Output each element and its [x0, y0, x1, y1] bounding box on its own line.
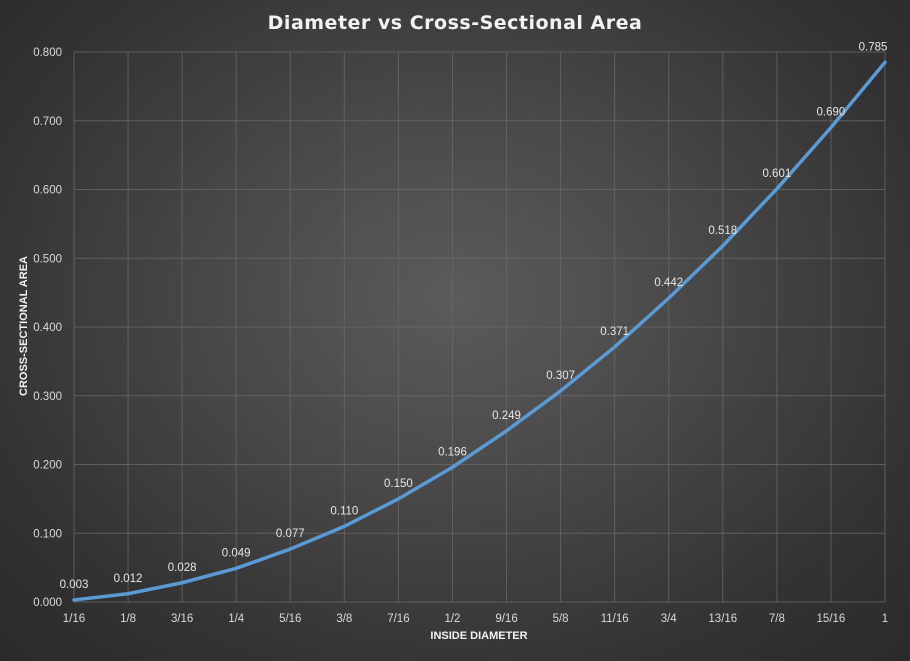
data-label: 0.785: [859, 41, 888, 53]
x-tick-label: 3/8: [336, 613, 352, 625]
x-axis-label: INSIDE DIAMETER: [430, 630, 527, 642]
x-tick-label: 3/4: [661, 613, 678, 625]
x-tick-label: 1: [882, 613, 888, 625]
data-label: 0.690: [817, 107, 846, 119]
x-tick-label: 1/8: [120, 613, 136, 625]
data-label: 0.003: [60, 579, 89, 591]
gridlines: [73, 51, 886, 603]
x-tick-label: 5/16: [279, 613, 301, 625]
x-tick-label: 1/2: [444, 613, 460, 625]
y-tick-label: 0.600: [33, 185, 62, 197]
x-tick-label: 9/16: [495, 613, 517, 625]
x-tick-label: 7/8: [769, 613, 785, 625]
y-tick-label: 0.400: [33, 322, 62, 334]
y-tick-label: 0.800: [33, 47, 62, 59]
data-label: 0.077: [276, 528, 305, 540]
series-line: [72, 60, 887, 602]
data-label: 0.110: [330, 505, 358, 517]
x-axis-ticks: 1/16 1/8 3/16 1/4 5/16 3/8 7/16 1/2 9/16 5/8 11/16…: [63, 613, 888, 625]
data-label: 0.049: [222, 547, 251, 559]
y-tick-label: 0.700: [33, 116, 62, 128]
y-axis-label: CROSS-SECTIONAL AREA: [18, 256, 30, 396]
x-tick-label: 13/16: [708, 613, 737, 625]
data-label: 0.196: [438, 446, 467, 458]
chart-title: Diameter vs Cross-Sectional Area: [268, 12, 643, 34]
data-label: 0.028: [168, 562, 197, 574]
data-label: 0.150: [384, 478, 413, 490]
data-label: 0.249: [492, 410, 521, 422]
y-tick-label: 0.300: [33, 391, 62, 403]
y-tick-label: 0.200: [33, 460, 62, 472]
x-tick-label: 1/4: [228, 613, 245, 625]
y-tick-label: 0.000: [33, 597, 62, 609]
x-tick-label: 7/16: [387, 613, 409, 625]
x-tick-label: 15/16: [817, 613, 846, 625]
y-axis-ticks: 0.000 0.100 0.200 0.300 0.400 0.500 0.600 0.700…: [33, 47, 62, 609]
data-label: 0.442: [654, 277, 683, 289]
series-group: [72, 60, 887, 602]
x-tick-label: 11/16: [601, 613, 629, 625]
x-tick-label: 3/16: [171, 613, 193, 625]
x-tick-label: 1/16: [63, 613, 85, 625]
data-labels: 0.003 0.012 0.028 0.049 0.077 0.110 0.150 0.196…: [60, 41, 888, 591]
x-tick-label: 5/8: [553, 613, 569, 625]
data-label: 0.518: [708, 225, 737, 237]
data-label: 0.307: [546, 370, 575, 382]
y-tick-label: 0.100: [33, 528, 62, 540]
y-tick-label: 0.500: [33, 253, 62, 265]
data-label: 0.012: [114, 573, 143, 585]
data-label: 0.601: [762, 168, 791, 180]
data-label: 0.371: [600, 326, 629, 338]
